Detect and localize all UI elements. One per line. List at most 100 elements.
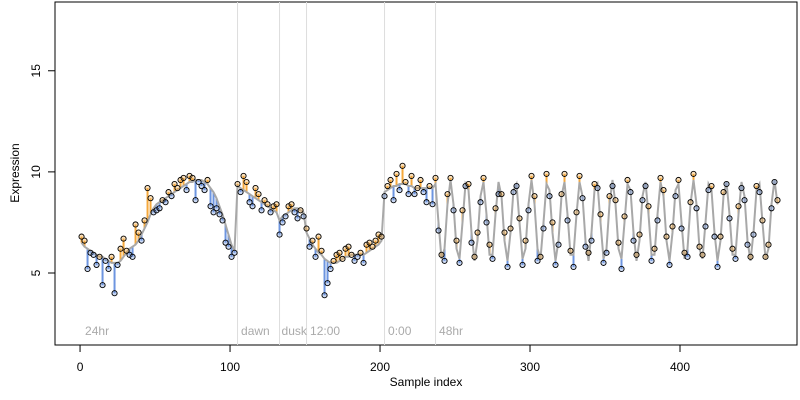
point — [399, 162, 406, 169]
point — [189, 174, 196, 181]
point — [726, 215, 733, 222]
point — [156, 205, 163, 212]
point — [411, 191, 418, 198]
point — [366, 239, 373, 246]
point — [249, 203, 256, 210]
point — [222, 239, 229, 246]
point — [771, 178, 778, 186]
point — [429, 201, 436, 208]
point — [201, 187, 208, 194]
point — [306, 243, 313, 250]
point — [480, 174, 487, 181]
point — [660, 187, 667, 194]
point — [159, 197, 166, 204]
point — [738, 185, 745, 192]
point — [387, 176, 394, 184]
point — [456, 259, 463, 266]
point — [597, 211, 604, 218]
point — [303, 225, 310, 232]
point — [696, 243, 703, 250]
point — [348, 251, 355, 258]
region-label: 24hr — [85, 324, 109, 338]
point — [762, 253, 769, 260]
point — [723, 180, 730, 188]
point — [402, 178, 409, 186]
point — [234, 180, 241, 188]
point — [708, 182, 715, 190]
point — [219, 217, 226, 224]
point — [393, 170, 400, 177]
point — [192, 197, 199, 204]
point — [396, 187, 403, 194]
y-axis-label: Expression — [8, 143, 22, 202]
point — [489, 255, 496, 262]
point — [750, 231, 757, 238]
point — [702, 223, 709, 230]
point — [384, 182, 391, 190]
point — [243, 178, 250, 186]
point — [204, 176, 211, 184]
point — [132, 221, 139, 228]
point — [717, 233, 724, 240]
point — [609, 182, 616, 190]
point — [294, 215, 301, 222]
point — [756, 189, 763, 196]
point — [528, 172, 535, 179]
point — [585, 249, 592, 256]
point — [486, 241, 493, 248]
point — [618, 265, 625, 273]
point — [477, 199, 484, 206]
point — [768, 205, 775, 212]
point — [732, 255, 739, 262]
point — [561, 170, 568, 177]
point — [282, 213, 289, 220]
point — [330, 257, 337, 264]
point — [558, 191, 565, 198]
point — [462, 182, 469, 190]
point — [315, 233, 322, 240]
point — [369, 243, 376, 250]
point — [213, 205, 220, 212]
point — [216, 211, 223, 218]
point — [573, 209, 580, 216]
y-tick-label: 10 — [29, 165, 43, 179]
point — [117, 245, 124, 252]
point — [264, 201, 271, 208]
point — [450, 207, 457, 214]
point — [129, 253, 136, 260]
point — [279, 219, 286, 226]
point — [648, 257, 655, 264]
point — [273, 201, 280, 208]
point — [657, 174, 664, 181]
point — [630, 237, 637, 244]
point — [666, 261, 673, 268]
point — [624, 176, 631, 184]
point — [363, 241, 370, 248]
point — [93, 261, 100, 268]
point — [252, 185, 259, 192]
point — [549, 219, 556, 226]
point — [537, 253, 544, 260]
point — [555, 241, 562, 248]
point — [255, 191, 262, 198]
point — [105, 265, 112, 273]
point — [360, 259, 367, 266]
point — [297, 207, 304, 214]
point — [621, 213, 628, 220]
x-tick-label: 300 — [520, 360, 540, 374]
point — [591, 180, 598, 188]
point — [300, 213, 307, 220]
point — [309, 237, 316, 244]
point — [453, 237, 460, 244]
point — [165, 189, 172, 196]
point — [639, 197, 646, 204]
point — [378, 233, 385, 240]
point — [333, 251, 340, 258]
point — [552, 261, 559, 268]
point — [111, 290, 118, 297]
point — [753, 182, 760, 190]
point — [345, 243, 352, 250]
point — [138, 237, 145, 244]
point — [435, 227, 442, 234]
